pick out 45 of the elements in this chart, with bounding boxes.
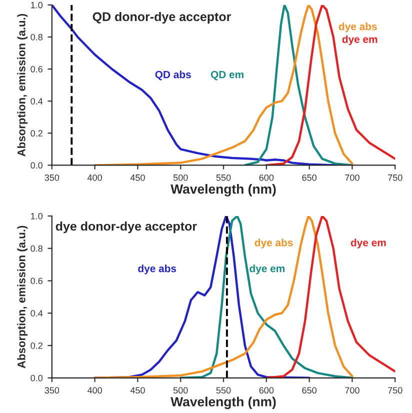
x-tick-label: 650 <box>302 174 316 181</box>
x-tick-label: 600 <box>259 387 274 394</box>
x-tick-label: 700 <box>345 387 360 394</box>
text: dye abs <box>338 22 377 32</box>
x-tick-label: 700 <box>345 174 360 181</box>
y-tick-label: 0.6 <box>30 66 42 72</box>
y-tick-label: 0.0 <box>30 162 43 169</box>
y-tick-label: 0.6 <box>30 278 42 284</box>
text: QD donor-dye acceptor <box>92 12 232 24</box>
series-label: dye em <box>250 264 285 274</box>
y-tick-label: 0.2 <box>30 342 42 349</box>
series-label: dye em <box>342 35 378 46</box>
x-tick-label: 450 <box>130 174 145 181</box>
y-tick-label: 1.0 <box>31 212 43 220</box>
y-tick-label: 0.4 <box>30 98 43 104</box>
y-axis-title: Absorption, emission (a.u.) <box>17 14 28 156</box>
chart-title: dye donor-dye acceptor <box>56 222 197 234</box>
text: dye abs <box>138 264 176 274</box>
x-tick-label: 350 <box>44 174 60 181</box>
y-tick-label: 0.0 <box>30 374 43 382</box>
x-tick-label: 400 <box>87 174 102 181</box>
x-tick-label: 350 <box>44 387 60 394</box>
y-tick-label: 0.4 <box>30 310 43 316</box>
text: QD em <box>210 70 244 80</box>
y-tick-label: 0.8 <box>30 34 42 40</box>
line-series <box>265 4 396 166</box>
series-label: QD abs <box>155 70 191 80</box>
y-axis-title: Absorption, emission (a.u.) <box>17 226 28 368</box>
x-tick-label: 750 <box>388 387 402 394</box>
x-tick-label: 650 <box>302 387 316 394</box>
x-tick-label: 400 <box>87 387 102 394</box>
series-label: dye abs <box>254 238 293 248</box>
x-tick-label: 500 <box>173 387 188 394</box>
x-tick-label: 450 <box>130 387 145 394</box>
series-label: dye em <box>350 238 386 248</box>
x-axis-title: Wavelength (nm) <box>170 396 276 410</box>
x-axis-title: Wavelength (nm) <box>170 184 276 196</box>
y-tick-label: 1.0 <box>31 2 43 8</box>
y-tick-label: 0.8 <box>30 245 42 252</box>
x-tick-label: 600 <box>259 174 274 181</box>
y-tick-label: 0.2 <box>30 130 42 137</box>
x-tick-label: 550 <box>216 174 231 181</box>
x-tick-label: 500 <box>173 174 188 181</box>
x-tick-label: 750 <box>388 174 402 181</box>
x-tick-label: 550 <box>216 387 231 394</box>
